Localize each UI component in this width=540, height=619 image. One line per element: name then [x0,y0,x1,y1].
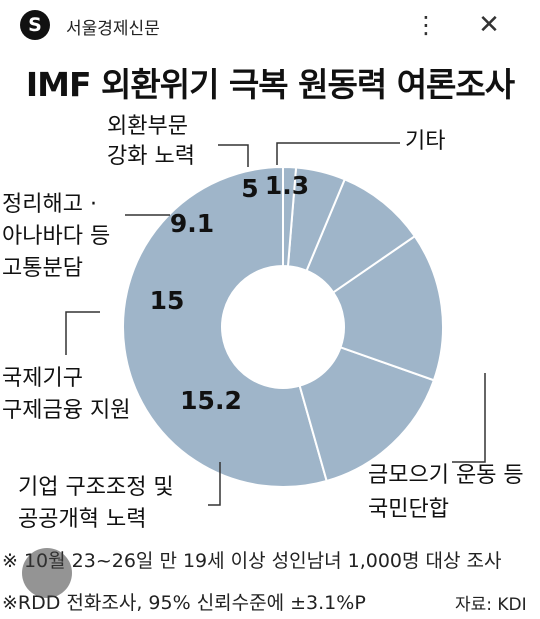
source-credit: 자료: KDI [455,595,527,615]
category-label: 국제기구 [2,366,83,391]
app-bar: S 서울경제신문 ⋮ ✕ [0,0,540,52]
leader-line [65,311,100,355]
slice-value-label: 15.2 [180,386,242,415]
leader-line [218,144,249,167]
survey-note-2: ※RDD 전화조사, 95% 신뢰수준에 ±3.1%P [2,592,366,614]
donut-slice [331,234,444,382]
close-icon[interactable]: ✕ [478,10,500,40]
more-options-icon[interactable]: ⋮ [414,11,438,39]
leader-line [208,462,221,506]
publisher-name[interactable]: 서울경제신문 [66,19,160,39]
category-label: 기타 [405,129,445,154]
category-label: 금모으기 운동 등 [368,463,524,488]
category-label: 정리해고 · [2,192,97,217]
category-label: 아나바다 등 [2,224,110,249]
publisher-logo[interactable]: S [20,10,50,40]
chart-title: IMF 외환위기 극복 원동력 여론조사 [25,65,515,104]
category-label: 강화 노력 [107,144,195,169]
category-label: 국민단합 [368,497,449,522]
donut-slice [282,165,298,268]
donut-slice [298,346,436,483]
floating-action-button[interactable] [22,548,72,598]
category-label: 기업 구조조정 및 [18,475,174,500]
category-label: 구제금융 지원 [2,398,130,423]
slice-value-label: 15 [150,286,185,315]
donut-slice [122,165,328,488]
slice-value-label: 5 [241,174,258,203]
slice-value-label: 9.1 [170,209,214,238]
category-label: 공공개혁 노력 [18,507,146,532]
leader-line [452,373,486,463]
leader-line [276,142,400,165]
survey-note-1: ※ 10월 23~26일 만 19세 이상 성인남녀 1,000명 대상 조사 [2,550,502,572]
category-label: 외환부문 [107,114,188,139]
category-label: 고통분담 [2,256,83,281]
slice-value-label: 1.3 [265,171,309,200]
